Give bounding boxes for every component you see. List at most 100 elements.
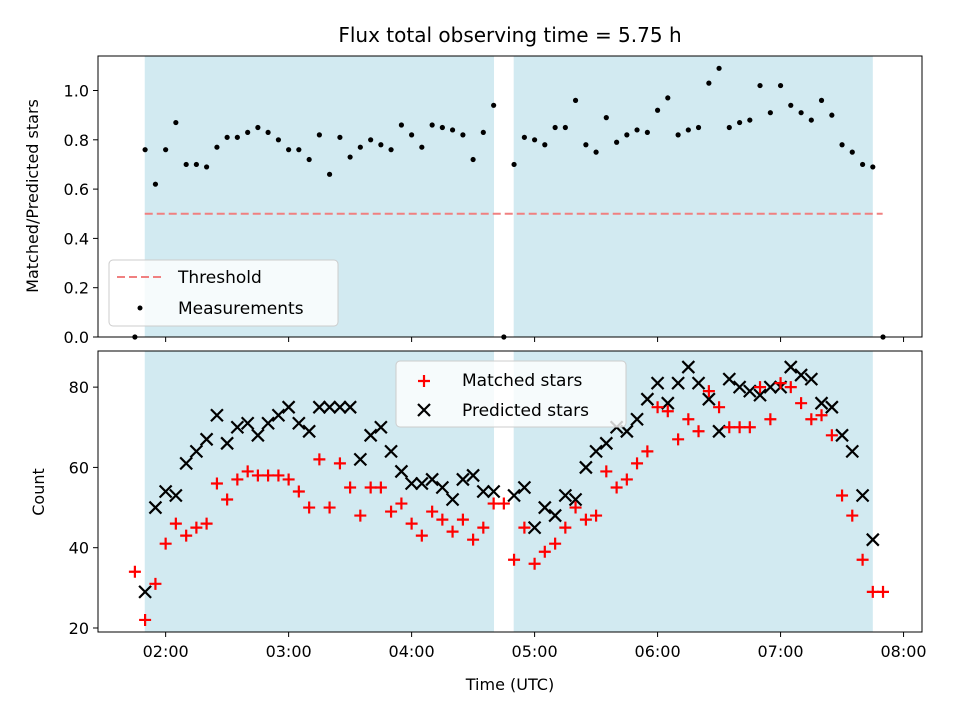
y-tick-label: 60 [69,458,89,477]
ratio-y-ticks: 0.0 0.2 0.4 0.6 0.8 1.0 [64,82,98,347]
measurement-point [152,181,159,187]
measurement-point [521,134,527,140]
predicted-stars-point [322,400,337,414]
matched-stars-point [825,429,838,442]
y-tick-label: 1.0 [64,82,89,101]
ratio-legend: Threshold Measurements [108,259,339,327]
measurement-point [296,147,302,153]
predicted-stars-point [763,380,778,394]
matched-stars-point [733,421,746,434]
matched-stars-point [631,457,644,470]
measurement-point [562,124,568,131]
measurement-point [767,110,773,116]
measurement-points [132,65,886,340]
measurement-point [716,65,722,71]
matched-stars-point [354,509,367,522]
matched-stars-point [815,409,828,422]
predicted-stars-point [363,428,378,443]
measurement-point [583,142,589,148]
matched-stars-point [610,481,623,494]
matched-stars-point [446,525,459,538]
predicted-stars-point [312,400,327,414]
predicted-stars-point [589,444,603,459]
matched-stars-point [292,485,305,498]
measurement-point [726,124,732,131]
measurement-point [214,144,220,150]
measurement-point [306,156,312,163]
matched-stars-point [538,545,551,558]
matched-stars-point [620,473,633,486]
predicted-stars-point [702,392,716,406]
matched-stars-point [415,529,428,542]
measurement-point [326,171,333,177]
measurement-point [798,110,804,116]
threshold-legend-label: Threshold [177,268,262,288]
matched-stars-point [344,481,357,494]
matched-stars-point [200,517,213,530]
measurement-point [275,137,282,143]
measurement-point [614,139,620,145]
measurement-point [419,144,425,150]
predicted-stars-point [671,376,685,390]
predicted-stars-point [302,424,316,439]
predicted-stars-point [199,432,214,447]
matched-stars-point [600,465,613,478]
predicted-stars-point [220,436,234,451]
matched-stars-point [231,473,244,486]
predicted-stars-point [794,368,808,382]
predicted-stars-point [640,392,655,406]
matched-stars-point [713,401,726,414]
measurement-point [859,161,866,168]
predicted-stars-point [507,488,521,503]
matched-stars-point [774,377,787,390]
matched-stars-points [128,377,890,626]
matched-stars-point [856,553,869,566]
measurement-point [368,137,374,143]
predicted-stars-point [835,428,849,443]
measurement-point [255,124,261,131]
matched-stars-point [395,497,408,510]
matched-stars-point [590,509,603,522]
matched-stars-point [241,465,254,478]
matched-stars-point [836,489,849,502]
matched-stars-point [754,381,767,394]
matched-stars-point [221,493,234,506]
matched-stars-point [385,505,398,518]
predicted-stars-point [138,585,152,599]
measurement-point [634,127,640,133]
y-tick-label: 0.8 [64,131,89,150]
matched-stars-point [272,469,285,482]
matched-stars-point [866,585,879,598]
predicted-stars-point [783,360,798,374]
predicted-stars-point [425,472,439,487]
matched-stars-point [323,501,336,514]
observing-window-shading-bottom [144,351,873,632]
predicted-stars-point [394,464,409,479]
matched-stars-point [743,421,756,434]
ratio-y-axis-label: Matched/Predicted stars [23,99,42,293]
measurement-point [706,80,712,86]
measurement-point [409,132,415,138]
predicted-stars-point [210,408,224,423]
predicted-stars-point [445,492,460,507]
measurement-point [429,122,435,128]
matched-stars-legend-swatch [418,375,430,387]
measurements-legend-label: Measurements [178,299,304,319]
x-tick-label: 04:00 [389,642,435,661]
measurement-point [552,124,558,131]
predicted-stars-point [579,460,593,475]
measurement-point [737,119,743,126]
predicted-stars-point [466,468,480,483]
matched-stars-point [251,469,264,482]
matched-stars-point [805,413,818,426]
count-plot-frame [97,350,923,633]
ratio-panel: 0.0 0.2 0.4 0.6 0.8 1.0 Flux total observing … [23,23,923,347]
measurement-point [777,82,784,89]
measurement-point [491,102,497,108]
measurement-point [357,144,363,150]
matched-stars-point [262,469,275,482]
y-tick-label: 0.0 [64,328,89,347]
matched-stars-point [795,397,808,410]
matched-stars-point [877,585,890,598]
measurement-point [818,97,825,103]
